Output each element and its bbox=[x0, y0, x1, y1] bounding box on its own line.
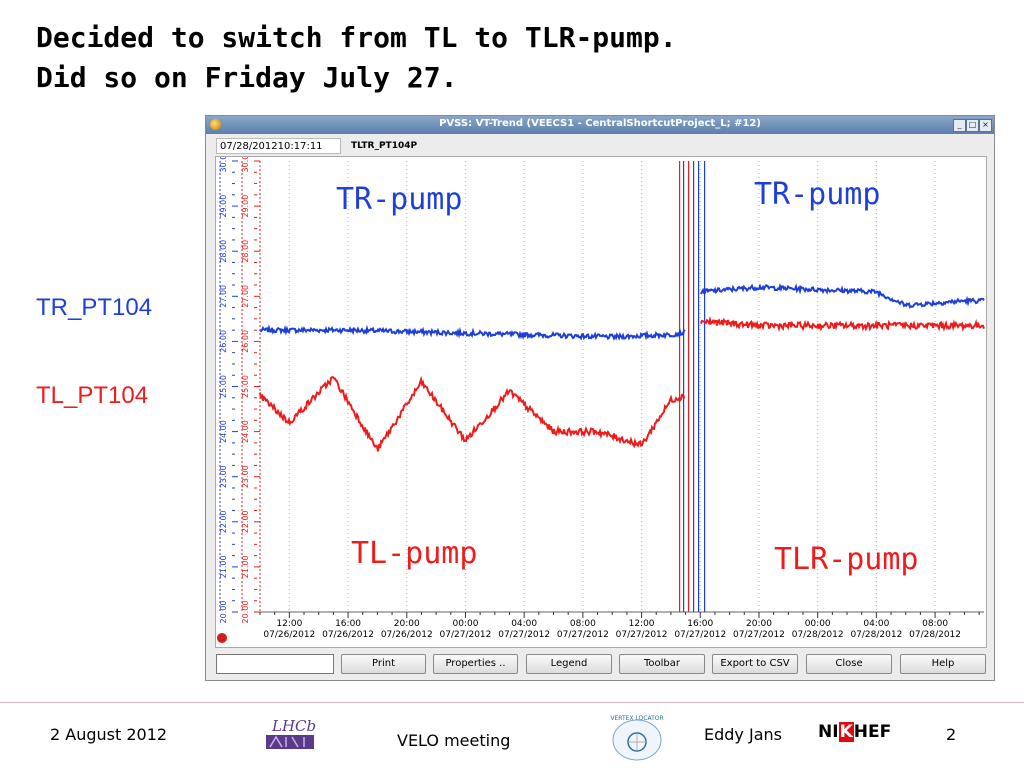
status-field[interactable] bbox=[216, 654, 334, 674]
y-tick-label-red: 26.00 bbox=[241, 330, 250, 353]
y-tick-label-blue: 30.00 bbox=[219, 157, 228, 172]
date-time-tab[interactable]: 07/28/201210:17:11 AM bbox=[216, 138, 341, 168]
slide-title: Decided to switch from TL to TLR-pump. D… bbox=[36, 18, 677, 98]
y-tick-label-red: 24.00 bbox=[241, 420, 250, 443]
annotation-tlr-pump: TLR-pump bbox=[774, 542, 919, 577]
x-tick-time: 08:00 bbox=[922, 619, 948, 629]
app-icon bbox=[210, 119, 221, 130]
y-tick-label-red: 30.00 bbox=[241, 157, 250, 172]
minimize-button[interactable]: _ bbox=[953, 119, 966, 132]
x-tick-time: 20:00 bbox=[394, 619, 420, 629]
footer-author: Eddy Jans bbox=[704, 725, 782, 744]
export-csv-button[interactable]: Export to CSV bbox=[712, 654, 798, 674]
x-tick-date: 07/27/2012 bbox=[498, 630, 550, 640]
footer-page-number: 2 bbox=[946, 725, 957, 744]
velo-logo-text: VERTEX LOCATOR bbox=[610, 715, 663, 722]
y-tick-label-red: 27.00 bbox=[241, 285, 250, 308]
y-tick-label-blue: 23.00 bbox=[219, 465, 228, 488]
footer-meeting: VELO meeting bbox=[397, 731, 511, 750]
y-tick-label-red: 22.00 bbox=[241, 510, 250, 533]
y-tick-label-blue: 29.00 bbox=[219, 195, 228, 218]
close-window-button[interactable]: × bbox=[979, 119, 992, 132]
y-tick-label-red: 23.00 bbox=[241, 465, 250, 488]
properties-button[interactable]: Properties .. bbox=[433, 654, 518, 674]
annotation-tr-pump-right: TR-pump bbox=[754, 177, 880, 212]
footer-date: 2 August 2012 bbox=[50, 725, 168, 744]
y-tick-label-blue: 21.00 bbox=[219, 555, 228, 578]
x-tick-time: 04:00 bbox=[511, 619, 537, 629]
maximize-button[interactable]: □ bbox=[966, 119, 979, 132]
print-button[interactable]: Print bbox=[341, 654, 426, 674]
x-tick-date: 07/28/2012 bbox=[909, 630, 961, 640]
y-tick-label-blue: 25.00 bbox=[219, 375, 228, 398]
annotation-tl-pump: TL-pump bbox=[351, 536, 477, 571]
y-tick-label-blue: 20.00 bbox=[219, 601, 228, 624]
trend-chart: 20.00 20.00 21.00 21.00 22.00 22.00 23.00 23.00… bbox=[217, 157, 985, 643]
lhcb-logo: LHCb bbox=[262, 714, 318, 752]
y-tick-label-blue: 26.00 bbox=[219, 330, 228, 353]
x-tick-time: 16:00 bbox=[335, 619, 361, 629]
x-tick-time: 04:00 bbox=[863, 619, 889, 629]
y-tick-label-red: 21.00 bbox=[241, 555, 250, 578]
tr-series-label: TR_PT104 bbox=[36, 294, 153, 321]
trend-name-tab[interactable]: TLTR_PT104P bbox=[351, 141, 418, 151]
y-tick-label-blue: 24.00 bbox=[219, 420, 228, 443]
window-titlebar[interactable]: PVSS: VT-Trend (VEECS1 - CentralShortcut… bbox=[206, 116, 994, 134]
y-tick-label-red: 25.00 bbox=[241, 375, 250, 398]
help-button[interactable]: Help bbox=[900, 654, 986, 674]
y-tick-label-blue: 27.00 bbox=[219, 285, 228, 308]
x-tick-date: 07/26/2012 bbox=[381, 630, 433, 640]
velo-logo: VERTEX LOCATOR bbox=[610, 715, 664, 761]
stop-icon bbox=[217, 633, 227, 643]
x-tick-time: 08:00 bbox=[570, 619, 596, 629]
trend-window: PVSS: VT-Trend (VEECS1 - CentralShortcut… bbox=[205, 115, 995, 681]
x-tick-date: 07/26/2012 bbox=[263, 630, 315, 640]
footer-divider bbox=[0, 702, 1024, 703]
x-tick-date: 07/26/2012 bbox=[322, 630, 374, 640]
x-tick-date: 07/28/2012 bbox=[792, 630, 844, 640]
window-title: PVSS: VT-Trend (VEECS1 - CentralShortcut… bbox=[439, 118, 761, 129]
x-tick-date: 07/27/2012 bbox=[674, 630, 726, 640]
y-tick-label-blue: 28.00 bbox=[219, 240, 228, 263]
lhcb-logo-text: LHCb bbox=[271, 717, 316, 735]
x-tick-time: 16:00 bbox=[687, 619, 713, 629]
x-tick-date: 07/27/2012 bbox=[733, 630, 785, 640]
annotation-tr-pump-left: TR-pump bbox=[336, 182, 462, 217]
y-tick-label-red: 20.00 bbox=[241, 601, 250, 624]
y-tick-label-blue: 22.00 bbox=[219, 510, 228, 533]
toolbar-button[interactable]: Toolbar bbox=[619, 654, 705, 674]
x-tick-date: 07/27/2012 bbox=[440, 630, 492, 640]
x-tick-date: 07/27/2012 bbox=[616, 630, 668, 640]
x-tick-time: 12:00 bbox=[276, 619, 302, 629]
y-tick-label-red: 28.00 bbox=[241, 240, 250, 263]
y-tick-label-red: 29.00 bbox=[241, 195, 250, 218]
title-line-2: Did so on Friday July 27. bbox=[36, 61, 458, 94]
x-tick-date: 07/27/2012 bbox=[557, 630, 609, 640]
series-line-tl-pt104 bbox=[259, 316, 985, 452]
trend-plot-area[interactable]: 20.00 20.00 21.00 21.00 22.00 22.00 23.00 23.00… bbox=[215, 156, 987, 648]
series-line-tr-pt104 bbox=[259, 282, 985, 341]
tl-series-label: TL_PT104 bbox=[36, 382, 149, 409]
title-line-1: Decided to switch from TL to TLR-pump. bbox=[36, 21, 677, 54]
nikhef-logo: NIKHEF bbox=[818, 722, 892, 742]
x-tick-time: 00:00 bbox=[452, 619, 478, 629]
x-tick-time: 12:00 bbox=[629, 619, 655, 629]
x-tick-date: 07/28/2012 bbox=[850, 630, 902, 640]
x-tick-time: 20:00 bbox=[746, 619, 772, 629]
close-button[interactable]: Close bbox=[806, 654, 892, 674]
x-tick-time: 00:00 bbox=[805, 619, 831, 629]
legend-button[interactable]: Legend bbox=[526, 654, 612, 674]
